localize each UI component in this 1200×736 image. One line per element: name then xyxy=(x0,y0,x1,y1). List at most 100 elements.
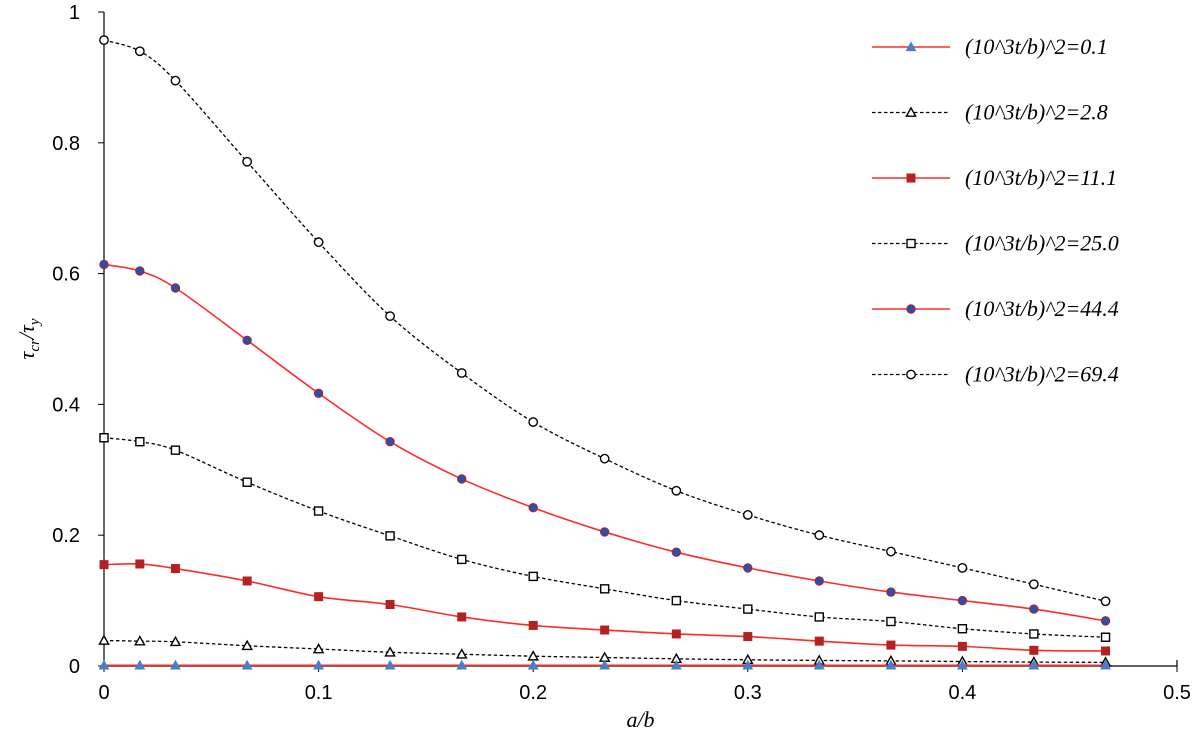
data-point xyxy=(99,35,109,46)
data-point xyxy=(170,445,181,455)
data-point xyxy=(385,436,395,447)
data-point xyxy=(170,283,181,293)
data-point xyxy=(886,640,896,650)
data-point xyxy=(385,531,395,541)
data-point xyxy=(98,659,110,670)
legend-marker xyxy=(906,369,916,380)
data-point xyxy=(313,506,324,516)
data-point xyxy=(313,659,325,670)
data-point xyxy=(528,417,539,427)
data-point xyxy=(528,571,538,582)
data-point xyxy=(384,659,396,670)
data-point xyxy=(134,46,145,57)
y-axis-title-main: τ xyxy=(14,351,39,360)
legend-item: (10^3t/b)^2=69.4 xyxy=(872,362,1119,387)
legend-item: (10^3t/b)^2=11.1 xyxy=(872,165,1117,190)
series-4 xyxy=(99,259,1111,626)
legend-item: (10^3t/b)^2=0.1 xyxy=(872,34,1108,59)
data-point xyxy=(241,639,253,651)
y-tick-label: 0 xyxy=(69,656,80,678)
x-axis-title: a/b xyxy=(626,707,654,732)
data-point xyxy=(313,388,324,398)
data-point xyxy=(385,600,395,610)
legend-item: (10^3t/b)^2=2.8 xyxy=(872,100,1108,125)
data-point xyxy=(312,642,325,654)
data-point xyxy=(599,659,611,670)
data-point xyxy=(242,335,252,346)
legend: (10^3t/b)^2=0.1 (10^3t/b)^2=2.8 (10^3t/b)^… xyxy=(872,34,1119,387)
x-tick-label: 0.4 xyxy=(948,682,976,704)
series-line xyxy=(103,437,1106,638)
y-tick-label: 0.8 xyxy=(52,133,80,155)
legend-marker xyxy=(905,41,917,52)
data-point xyxy=(814,612,824,622)
data-point xyxy=(528,503,538,513)
data-point xyxy=(527,659,539,670)
series-layer xyxy=(98,35,1112,670)
data-point xyxy=(1029,645,1039,655)
legend-label: (10^3t/b)^2=11.1 xyxy=(965,165,1117,190)
data-point xyxy=(99,259,109,270)
data-point xyxy=(457,612,467,622)
legend-label: (10^3t/b)^2=44.4 xyxy=(965,296,1119,321)
data-point xyxy=(885,659,897,670)
y-axis-title-den-sub: y xyxy=(27,318,43,327)
data-point xyxy=(135,266,145,276)
legend-marker xyxy=(906,238,916,249)
data-point xyxy=(135,436,145,447)
data-point xyxy=(742,659,754,670)
data-point xyxy=(671,547,682,557)
series-line xyxy=(103,562,1106,652)
data-point xyxy=(743,632,753,642)
data-point xyxy=(814,636,824,646)
legend-marker xyxy=(906,173,916,183)
x-ticks: 0 0.1 0.2 0.3 0.4 0.5 xyxy=(98,666,1191,704)
legend-label: (10^3t/b)^2=0.1 xyxy=(965,34,1108,59)
x-tick-label: 0.1 xyxy=(305,682,333,704)
data-point xyxy=(1029,629,1039,639)
data-point xyxy=(99,560,109,570)
data-point xyxy=(886,616,896,627)
series-line xyxy=(103,263,1106,622)
data-point xyxy=(134,635,146,646)
data-point xyxy=(384,646,396,657)
data-point xyxy=(957,641,967,651)
y-tick-label: 0.2 xyxy=(52,525,80,547)
legend-label: (10^3t/b)^2=69.4 xyxy=(965,362,1119,387)
y-ticks: 0 0.2 0.4 0.6 0.8 1 xyxy=(52,2,104,678)
legend-label: (10^3t/b)^2=25.0 xyxy=(965,231,1119,256)
data-point xyxy=(1100,659,1111,670)
y-tick-label: 0.4 xyxy=(52,394,80,416)
data-point xyxy=(886,587,896,597)
data-point xyxy=(886,546,896,557)
x-tick-label: 0.2 xyxy=(519,682,547,704)
series-0 xyxy=(98,659,1111,670)
data-point xyxy=(455,648,468,659)
data-point xyxy=(456,659,468,670)
data-point xyxy=(135,559,145,569)
series-3 xyxy=(99,433,1111,642)
data-point xyxy=(957,595,968,606)
data-point xyxy=(1028,579,1039,590)
data-point xyxy=(313,237,324,248)
series-2 xyxy=(99,559,1111,656)
data-point xyxy=(457,474,467,484)
data-point xyxy=(134,659,146,670)
series-1 xyxy=(98,634,1112,667)
data-point xyxy=(670,659,682,670)
data-point xyxy=(671,485,682,496)
data-point xyxy=(456,368,467,378)
y-tick-label: 1 xyxy=(69,2,80,24)
data-point xyxy=(1028,659,1040,670)
data-point xyxy=(385,311,395,322)
data-point xyxy=(599,527,610,537)
data-point xyxy=(671,595,682,606)
y-axis-title-den: τ xyxy=(14,324,39,333)
legend-label: (10^3t/b)^2=2.8 xyxy=(965,100,1108,125)
y-axis-title: τcr/τy xyxy=(14,318,43,359)
data-point xyxy=(956,659,968,670)
data-point xyxy=(600,625,610,635)
data-point xyxy=(1100,596,1111,607)
series-line xyxy=(103,39,1106,602)
